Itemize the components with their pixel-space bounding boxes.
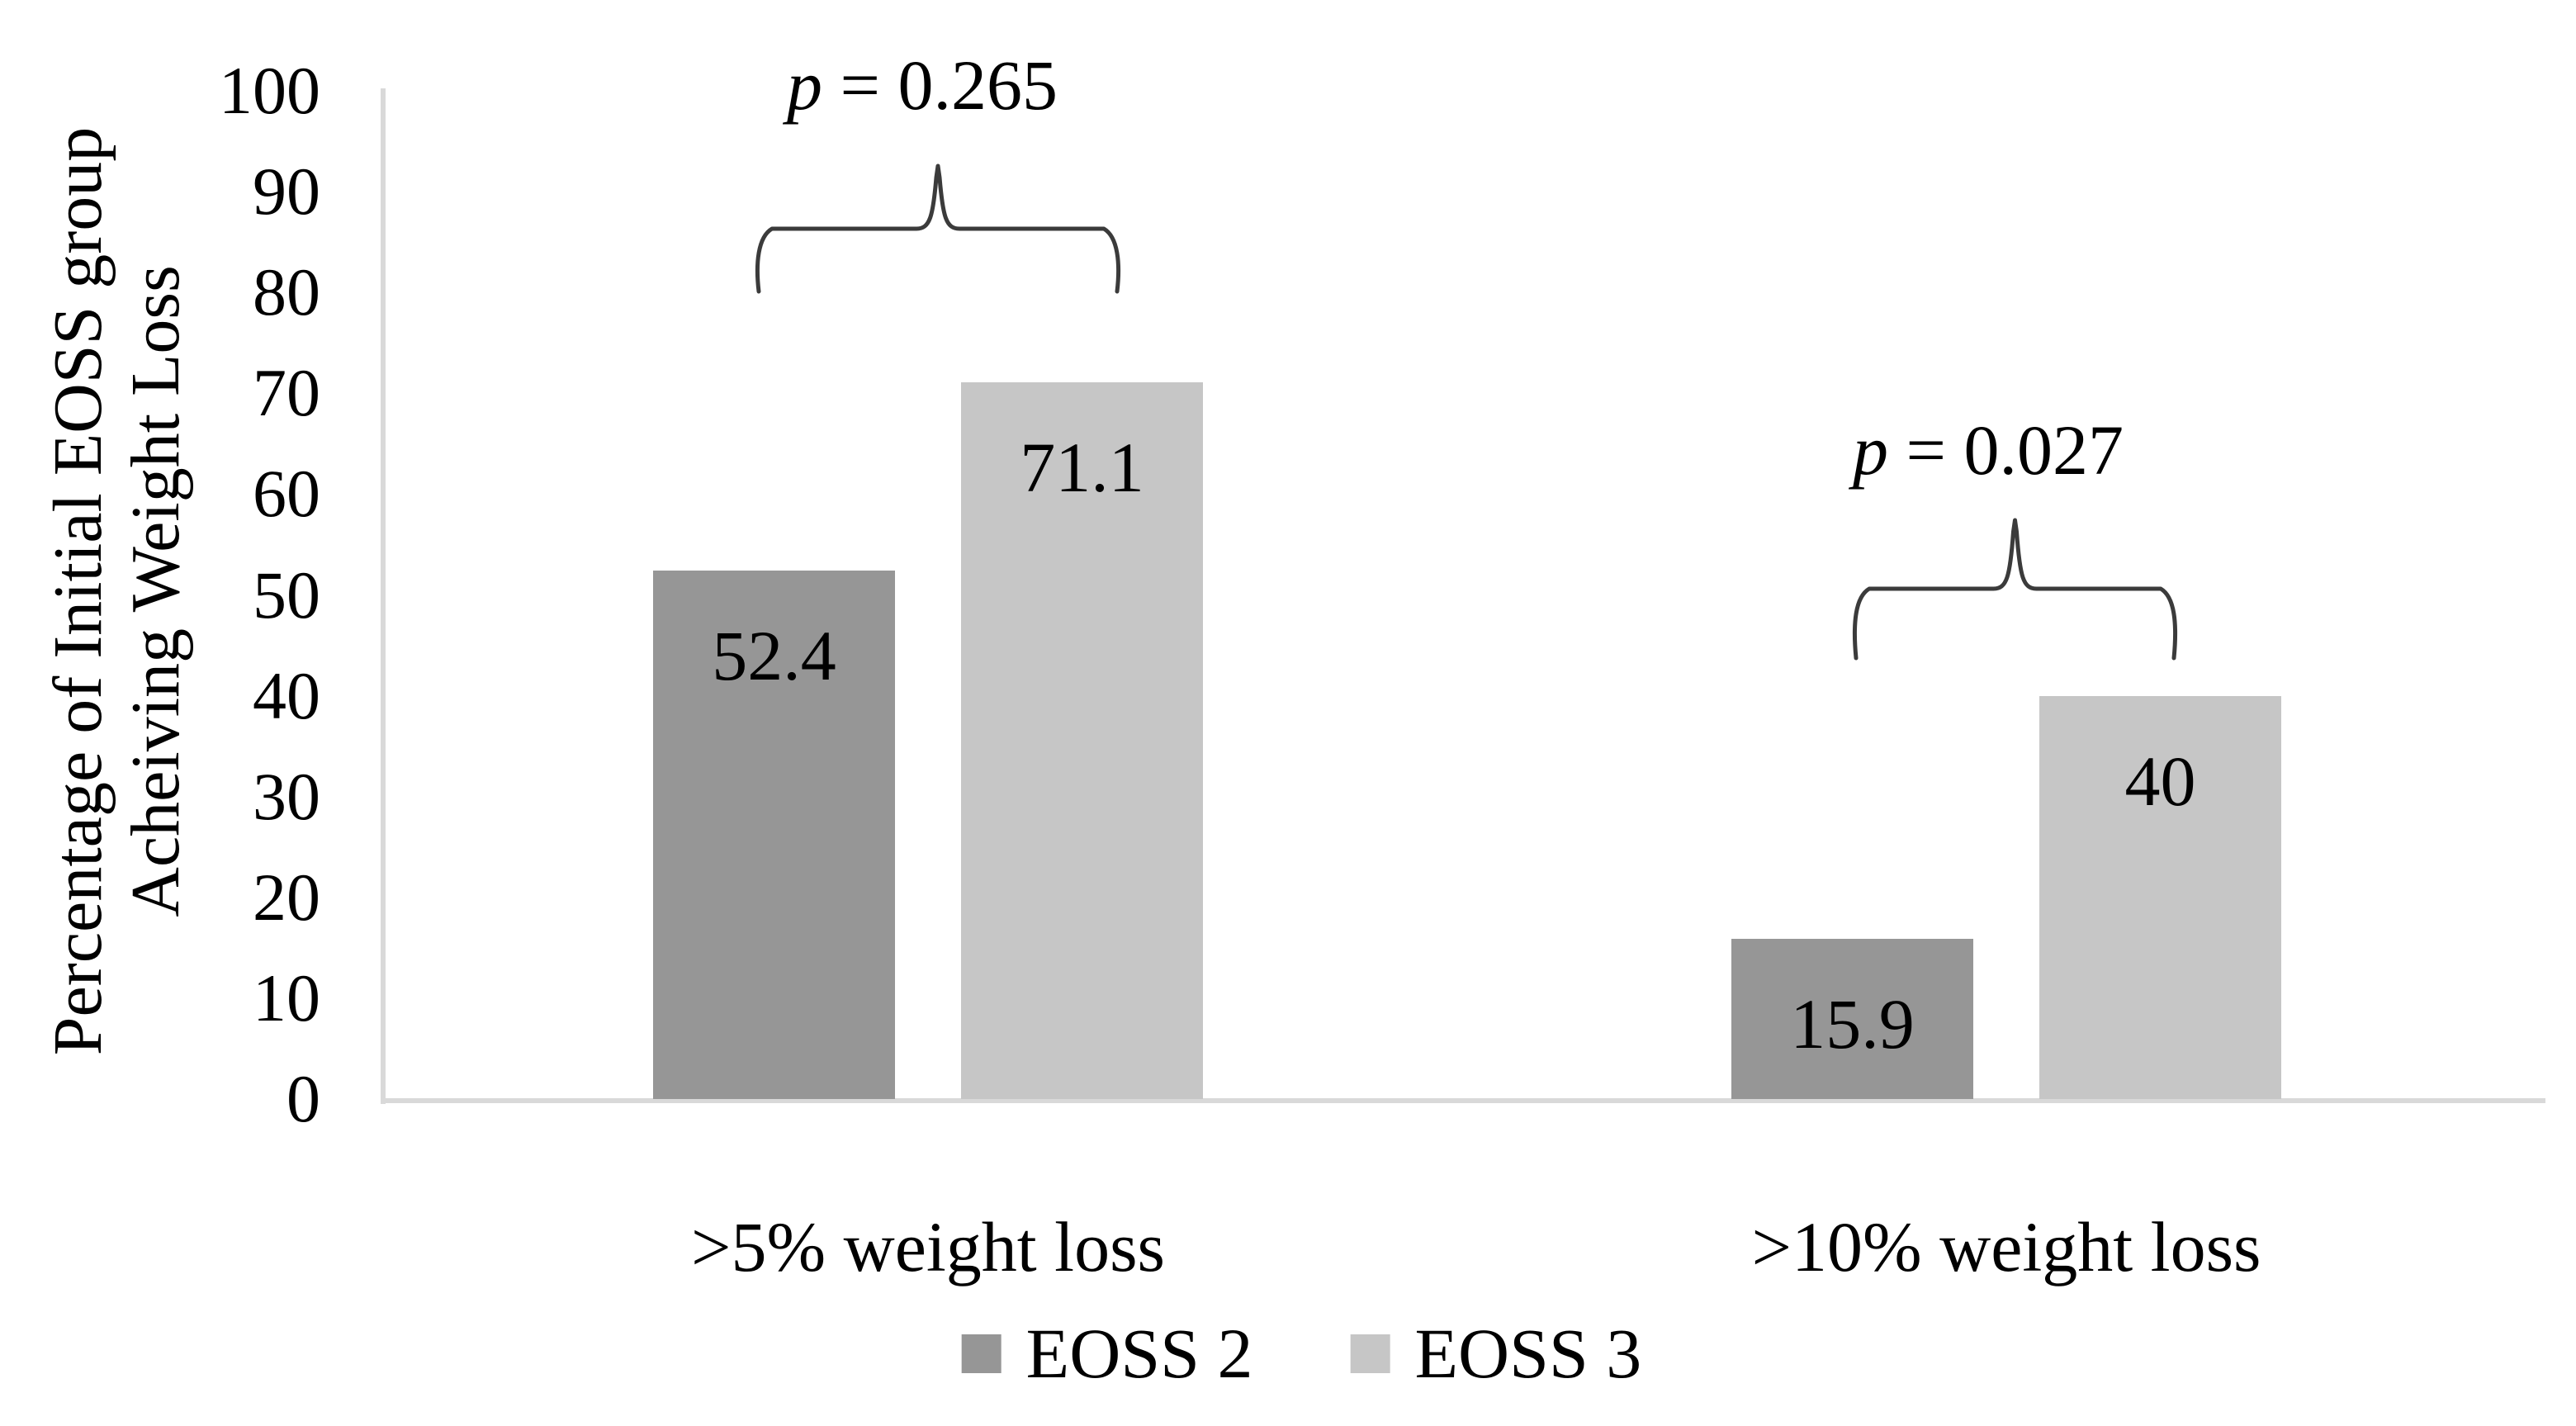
brace-category-0 — [755, 163, 1121, 294]
legend-entry-eoss-3: EOSS 3 — [1350, 1318, 1641, 1389]
bar-value-label: 71.1 — [1020, 427, 1144, 507]
p-value-annotation-1: p = 0.027 — [1853, 409, 2124, 491]
x-category-label-1: >10% weight loss — [1751, 1207, 2261, 1286]
y-tick-label: 0 — [286, 1061, 320, 1136]
legend-label: EOSS 2 — [1025, 1314, 1253, 1393]
y-tick-label: 70 — [253, 355, 320, 431]
bar-eoss-2-cat1: 15.9 — [1731, 938, 1973, 1099]
y-tick-label: 30 — [253, 758, 320, 834]
p-symbol: p — [786, 45, 822, 125]
x-axis-line — [381, 1098, 2545, 1103]
bar-value-label: 52.4 — [712, 616, 836, 696]
p-value-annotation-0: p = 0.265 — [787, 44, 1058, 126]
y-tick-label: 90 — [253, 154, 320, 230]
y-axis-line — [381, 88, 386, 1104]
legend: EOSS 2 EOSS 3 — [961, 1314, 1641, 1393]
p-symbol: p — [1852, 410, 1888, 490]
y-tick-label: 60 — [253, 456, 320, 532]
x-category-label-0: >5% weight loss — [690, 1207, 1166, 1286]
bar-eoss-3-cat1: 40 — [2039, 695, 2281, 1099]
y-tick-label: 50 — [253, 557, 320, 632]
y-axis-title-line-1: Percentage of Initial EOSS group — [40, 126, 116, 1056]
brace-category-1 — [1852, 518, 2178, 661]
y-tick-label: 10 — [253, 959, 320, 1035]
y-tick-label: 20 — [253, 859, 320, 935]
y-tick-label: 40 — [253, 657, 320, 733]
bar-value-label: 15.9 — [1790, 983, 1915, 1064]
y-tick-label: 100 — [219, 53, 320, 128]
legend-swatch-icon — [961, 1334, 1002, 1373]
bar-eoss-2-cat0: 52.4 — [653, 571, 895, 1099]
p-value-text: = 0.265 — [822, 45, 1058, 125]
legend-entry-eoss-2: EOSS 2 — [961, 1314, 1253, 1393]
bar-eoss-3-cat0: 71.1 — [961, 381, 1203, 1099]
bar-value-label: 40 — [2124, 741, 2196, 821]
legend-swatch-icon — [1350, 1334, 1390, 1373]
y-tick-label: 80 — [253, 254, 320, 330]
p-value-text: = 0.027 — [1887, 410, 2124, 490]
legend-label: EOSS 3 — [1414, 1314, 1642, 1393]
